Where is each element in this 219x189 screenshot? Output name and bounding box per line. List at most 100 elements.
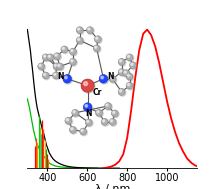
Circle shape <box>97 111 99 113</box>
Circle shape <box>81 129 83 132</box>
Text: N: N <box>57 72 64 81</box>
Circle shape <box>81 129 87 136</box>
Circle shape <box>94 36 101 43</box>
Circle shape <box>69 48 76 55</box>
Circle shape <box>54 64 57 66</box>
Circle shape <box>118 58 125 65</box>
Circle shape <box>64 75 72 84</box>
Circle shape <box>66 118 73 125</box>
Circle shape <box>127 55 134 62</box>
Circle shape <box>71 128 73 130</box>
Circle shape <box>127 74 129 77</box>
Text: Cr: Cr <box>93 88 102 97</box>
Circle shape <box>126 54 133 61</box>
Circle shape <box>100 75 109 84</box>
Circle shape <box>70 59 77 66</box>
Circle shape <box>57 64 64 71</box>
Circle shape <box>106 104 108 106</box>
Circle shape <box>84 82 88 86</box>
Circle shape <box>55 54 57 56</box>
Circle shape <box>69 126 76 133</box>
Circle shape <box>95 37 102 43</box>
Circle shape <box>82 80 95 93</box>
Circle shape <box>99 74 108 83</box>
Text: N: N <box>85 109 92 119</box>
Circle shape <box>42 54 49 61</box>
Circle shape <box>54 64 61 71</box>
Circle shape <box>111 110 118 117</box>
Circle shape <box>95 46 97 48</box>
Circle shape <box>83 103 92 112</box>
Circle shape <box>123 70 129 77</box>
Circle shape <box>110 120 113 122</box>
Circle shape <box>94 46 101 53</box>
Circle shape <box>63 74 72 83</box>
Circle shape <box>110 77 113 79</box>
Circle shape <box>42 72 49 79</box>
Circle shape <box>110 119 117 126</box>
Circle shape <box>87 120 89 122</box>
Circle shape <box>118 88 125 95</box>
Circle shape <box>118 69 125 75</box>
Circle shape <box>71 60 73 62</box>
Circle shape <box>71 50 73 52</box>
Circle shape <box>39 64 46 71</box>
Circle shape <box>102 119 109 126</box>
Circle shape <box>73 111 75 113</box>
Circle shape <box>78 38 80 40</box>
Circle shape <box>109 75 116 82</box>
X-axis label: λ / nm: λ / nm <box>95 184 130 189</box>
Circle shape <box>113 111 115 113</box>
Circle shape <box>126 73 133 80</box>
Circle shape <box>96 37 98 39</box>
Circle shape <box>131 63 133 65</box>
Circle shape <box>120 70 122 72</box>
Circle shape <box>126 82 133 89</box>
Circle shape <box>127 55 129 57</box>
Circle shape <box>127 74 134 81</box>
Circle shape <box>44 55 46 57</box>
Circle shape <box>57 63 63 70</box>
Circle shape <box>127 84 129 86</box>
Circle shape <box>39 64 41 66</box>
Circle shape <box>53 73 60 80</box>
Circle shape <box>119 70 126 76</box>
Circle shape <box>70 49 77 56</box>
Circle shape <box>43 73 50 80</box>
Circle shape <box>47 54 54 61</box>
Circle shape <box>54 53 60 60</box>
Circle shape <box>78 28 80 30</box>
Circle shape <box>65 117 72 124</box>
Circle shape <box>80 128 87 135</box>
Text: N: N <box>107 72 113 81</box>
Circle shape <box>38 63 44 70</box>
Circle shape <box>85 119 92 126</box>
Circle shape <box>44 73 46 75</box>
Circle shape <box>86 120 93 127</box>
Circle shape <box>110 76 117 83</box>
Circle shape <box>131 63 137 70</box>
Circle shape <box>112 111 119 118</box>
Circle shape <box>62 47 64 49</box>
Circle shape <box>124 71 126 73</box>
Circle shape <box>101 119 108 125</box>
Circle shape <box>65 76 67 79</box>
Circle shape <box>76 27 83 33</box>
Circle shape <box>43 55 50 62</box>
Circle shape <box>124 71 131 77</box>
Circle shape <box>88 28 90 30</box>
Circle shape <box>73 110 79 117</box>
Circle shape <box>120 60 122 62</box>
Circle shape <box>106 104 112 110</box>
Circle shape <box>77 38 84 45</box>
Circle shape <box>127 83 134 90</box>
Circle shape <box>85 105 88 107</box>
Circle shape <box>48 55 55 62</box>
Circle shape <box>101 76 103 79</box>
Circle shape <box>72 109 79 116</box>
Circle shape <box>54 73 56 75</box>
Circle shape <box>81 79 94 92</box>
Circle shape <box>87 27 93 33</box>
Circle shape <box>66 119 68 121</box>
Circle shape <box>77 28 84 34</box>
